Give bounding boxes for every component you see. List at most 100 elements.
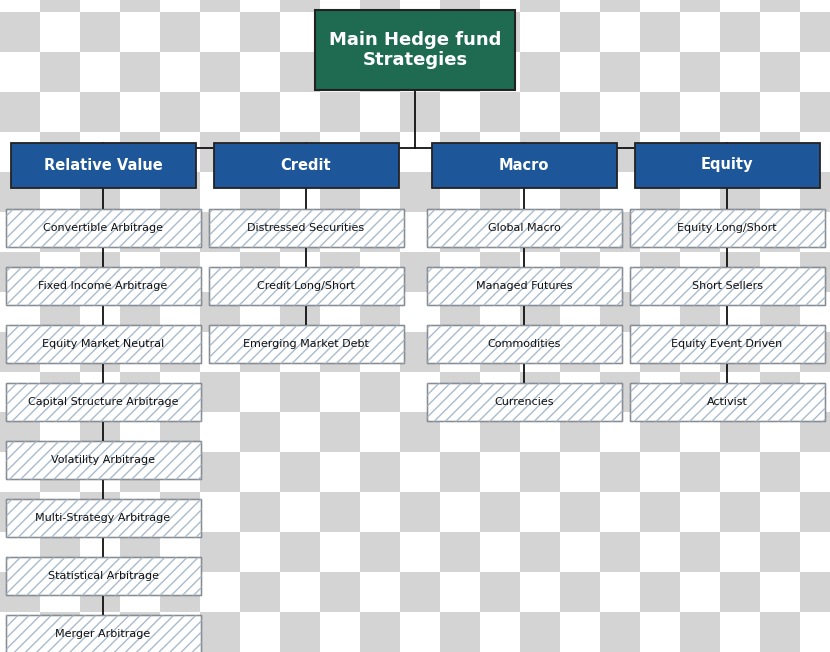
Bar — [80, 532, 120, 572]
Bar — [280, 452, 320, 492]
Bar — [280, 52, 320, 92]
Bar — [600, 212, 640, 252]
Bar — [240, 532, 280, 572]
Bar — [480, 92, 520, 132]
Bar — [520, 492, 560, 532]
Bar — [440, 92, 480, 132]
Bar — [200, 412, 240, 452]
Bar — [640, 0, 680, 12]
Text: Main Hedge fund
Strategies: Main Hedge fund Strategies — [329, 31, 501, 69]
Bar — [0, 452, 40, 492]
Bar — [6, 615, 201, 652]
Bar — [200, 52, 240, 92]
Bar — [800, 572, 830, 612]
Bar — [760, 492, 800, 532]
Bar — [680, 372, 720, 412]
Bar — [720, 132, 760, 172]
Bar — [160, 532, 200, 572]
Bar — [480, 292, 520, 332]
Bar — [800, 332, 830, 372]
Bar — [0, 172, 40, 212]
Bar — [240, 12, 280, 52]
Bar — [629, 267, 824, 305]
Text: Merger Arbitrage: Merger Arbitrage — [56, 629, 150, 639]
Bar — [520, 252, 560, 292]
Bar — [427, 209, 622, 247]
Bar — [600, 492, 640, 532]
Bar — [760, 252, 800, 292]
Bar — [200, 12, 240, 52]
Bar — [320, 612, 360, 652]
Bar — [560, 452, 600, 492]
Bar — [80, 132, 120, 172]
Bar — [560, 372, 600, 412]
Bar — [160, 492, 200, 532]
Bar — [400, 532, 440, 572]
Bar — [280, 412, 320, 452]
Bar — [40, 532, 80, 572]
Bar — [40, 572, 80, 612]
Bar — [320, 292, 360, 332]
Bar — [427, 383, 622, 421]
Bar — [280, 292, 320, 332]
Bar — [520, 0, 560, 12]
Bar — [640, 612, 680, 652]
Bar — [440, 132, 480, 172]
Bar — [720, 172, 760, 212]
Bar — [0, 332, 40, 372]
Bar — [40, 412, 80, 452]
Bar — [440, 412, 480, 452]
Bar — [120, 612, 160, 652]
Bar — [360, 52, 400, 92]
Bar — [680, 412, 720, 452]
Bar — [427, 267, 622, 305]
Bar — [400, 12, 440, 52]
Bar — [640, 132, 680, 172]
Text: Distressed Securities: Distressed Securities — [247, 223, 364, 233]
Bar — [120, 52, 160, 92]
Bar — [680, 12, 720, 52]
Bar — [200, 292, 240, 332]
Bar — [280, 212, 320, 252]
Bar — [213, 143, 398, 188]
Text: Multi-Strategy Arbitrage: Multi-Strategy Arbitrage — [36, 513, 170, 523]
Bar — [40, 52, 80, 92]
Bar — [680, 532, 720, 572]
Bar — [0, 572, 40, 612]
Bar — [640, 252, 680, 292]
Bar — [160, 12, 200, 52]
Bar — [160, 452, 200, 492]
Bar — [40, 372, 80, 412]
Bar — [120, 132, 160, 172]
Bar — [800, 52, 830, 92]
Bar — [600, 332, 640, 372]
Bar — [120, 532, 160, 572]
Bar — [40, 332, 80, 372]
Bar — [0, 212, 40, 252]
Bar — [560, 52, 600, 92]
Bar — [432, 143, 617, 188]
Text: Short Sellers: Short Sellers — [691, 281, 763, 291]
Bar — [520, 12, 560, 52]
Bar — [0, 292, 40, 332]
Bar — [440, 12, 480, 52]
Bar — [80, 252, 120, 292]
Bar — [680, 0, 720, 12]
Bar — [280, 332, 320, 372]
Bar — [800, 92, 830, 132]
Bar — [40, 132, 80, 172]
Bar — [120, 572, 160, 612]
Bar — [320, 212, 360, 252]
Bar — [560, 92, 600, 132]
Bar — [240, 452, 280, 492]
Bar — [680, 132, 720, 172]
Bar — [320, 172, 360, 212]
Bar — [800, 412, 830, 452]
Bar — [720, 372, 760, 412]
Bar — [320, 52, 360, 92]
Bar — [40, 212, 80, 252]
Bar — [427, 383, 622, 421]
Bar — [80, 0, 120, 12]
Bar — [360, 172, 400, 212]
Bar — [320, 332, 360, 372]
